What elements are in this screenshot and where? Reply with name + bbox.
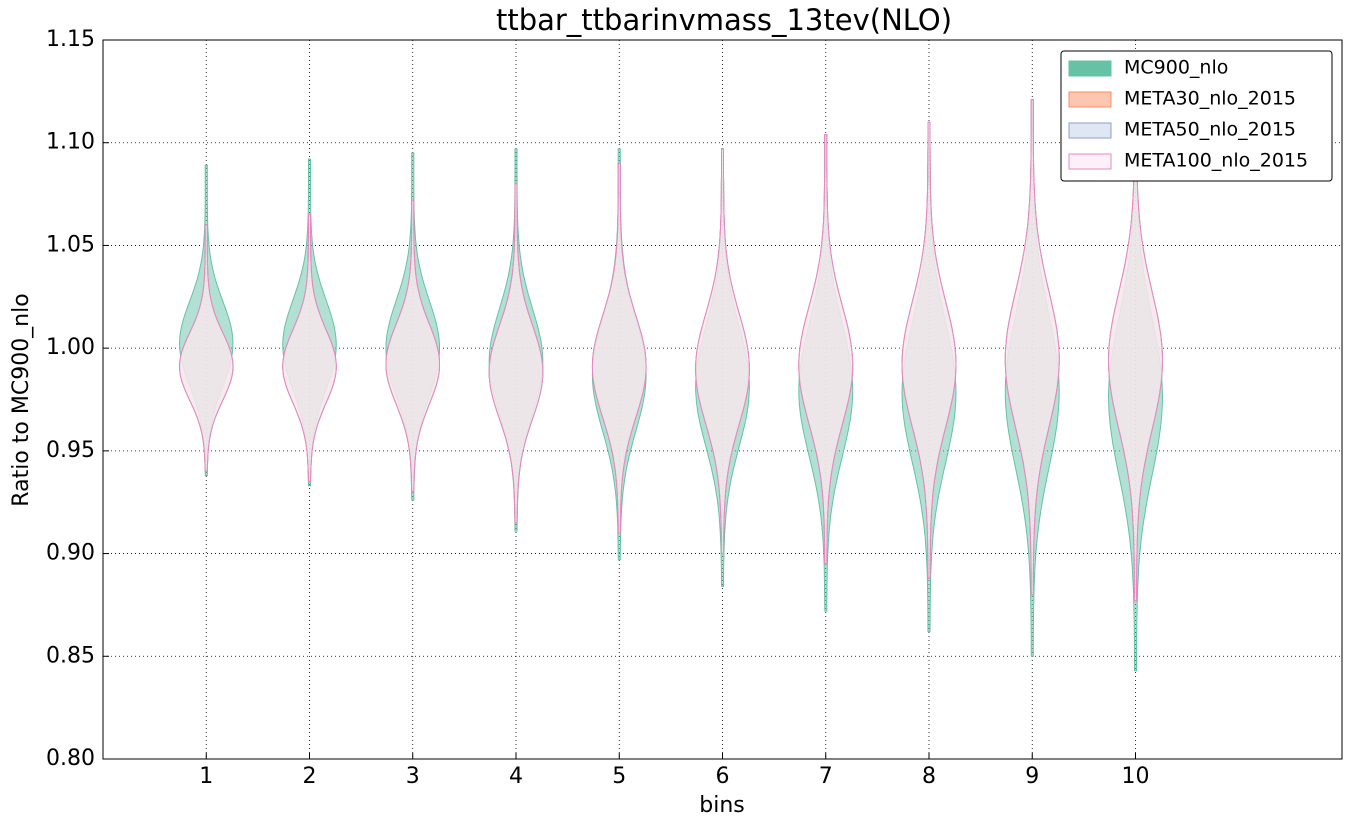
- legend-label: META100_nlo_2015: [1124, 150, 1308, 172]
- y-tick-label: 1.15: [46, 27, 95, 52]
- x-tick-label: 3: [406, 764, 420, 789]
- x-tick-label: 5: [612, 764, 626, 789]
- plot-frame: [102, 39, 1343, 760]
- x-tick-label: 9: [1025, 764, 1039, 789]
- y-tick-label: 0.85: [46, 643, 95, 668]
- y-tick-label: 1.00: [46, 335, 95, 360]
- plot-area: 0.80 0.85 0.90 0.95 1.00 1.05 1.10 1.15 1 2 3 4 5 6 7 8…: [46, 27, 1342, 789]
- x-tick-label: 6: [716, 764, 730, 789]
- violin: [282, 214, 337, 483]
- y-tick-label: 0.80: [46, 746, 95, 771]
- y-tick-label: 1.10: [46, 130, 95, 155]
- x-axis-label: bins: [699, 793, 744, 818]
- legend-label: META30_nlo_2015: [1124, 88, 1296, 110]
- x-tick-label: 1: [199, 764, 213, 789]
- x-tick-label: 4: [509, 764, 523, 789]
- violin: [1004, 99, 1060, 596]
- violin: [798, 134, 854, 565]
- y-axis-label: Ratio to MC900_nlo: [9, 293, 34, 506]
- y-tick-label: 0.90: [46, 541, 95, 566]
- violin: [901, 121, 957, 579]
- y-tick-label: 0.95: [46, 438, 95, 463]
- violin: [179, 224, 234, 472]
- chart-title: ttbar_ttbarinvmass_13tev(NLO): [496, 3, 952, 37]
- violin: [695, 148, 750, 555]
- violin: [385, 199, 440, 493]
- legend: MC900_nlo META30_nlo_2015 META50_nlo_2015 M…: [1060, 50, 1333, 182]
- legend-swatch: [1068, 153, 1112, 170]
- x-tick-label: 2: [303, 764, 317, 789]
- legend-box: [1060, 50, 1333, 182]
- x-tick-label: 10: [1122, 764, 1150, 789]
- violin: [591, 162, 647, 534]
- legend-swatch: [1068, 122, 1112, 139]
- y-tick-label: 1.05: [46, 232, 95, 257]
- x-tick-label: 8: [922, 764, 936, 789]
- violin: [488, 183, 544, 524]
- legend-swatch: [1068, 60, 1112, 77]
- x-tick-label: 7: [819, 764, 833, 789]
- legend-label: MC900_nlo: [1124, 57, 1228, 79]
- legend-label: META50_nlo_2015: [1124, 119, 1296, 141]
- legend-swatch: [1068, 91, 1112, 108]
